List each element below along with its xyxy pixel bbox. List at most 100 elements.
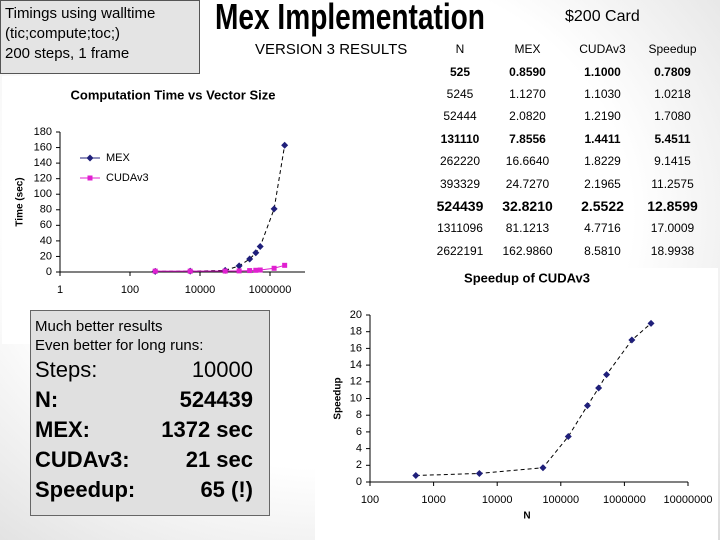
table-cell: 18.9938 [650,243,695,258]
marker [86,154,94,162]
x-tick-label: 100 [361,494,379,506]
chart-title: Speedup of CUDAv3 [464,270,590,285]
y-tick-label: 160 [34,141,52,153]
table-cell: 5.4511 [654,131,691,146]
marker [412,471,420,479]
results-table: N MEX CUDAv3 Speedup 525 0.8590 1.1000 0.7809 52… [430,38,705,262]
header-row: N MEX CUDAv3 Speedup [430,38,705,60]
y-tick-label: 10 [350,392,362,404]
x-tick-label: 10000 [185,284,216,296]
marker [235,262,243,270]
stat-value: 10000 [191,357,253,382]
marker [595,384,603,392]
table-cell: 0.8590 [509,64,546,79]
marker [252,249,260,257]
table-cell: 17.0009 [650,221,695,236]
table-row: 525 0.8590 1.1000 0.7809 [430,60,705,82]
table-cell: 524439 [436,197,484,214]
note-stat: N: 524439 [35,385,265,415]
stat-label: Steps: [35,357,98,382]
marker [236,268,242,274]
y-tick-label: 100 [34,188,52,200]
x-tick-label: 100000 [542,494,579,506]
marker [281,141,289,149]
notes-box: Much better results Even better for long … [30,310,270,516]
marker [628,336,636,344]
note-stat: CUDAv3: 21 sec [35,445,265,475]
table-cell: 8.5810 [584,243,621,258]
table-cell: 32.8210 [502,197,553,214]
marker [583,402,591,410]
x-tick-label: 1 [57,284,63,296]
y-tick-label: 2 [356,459,362,471]
marker [87,175,93,181]
marker [152,268,158,274]
column-header: Speedup [648,42,697,57]
table-cell: 5245 [446,86,474,101]
table-cell: 1.4411 [584,131,621,146]
table-row: 262220 16.6640 1.8229 9.1415 [430,150,705,172]
series-line [155,145,286,272]
table-row: 5245 1.1270 1.1030 1.0218 [430,83,705,105]
table-cell: 393329 [439,176,481,191]
marker [187,268,193,274]
x-axis-label: N [523,511,530,522]
y-tick-label: 16 [350,342,362,354]
note-stat: Speedup: 65 (!) [35,475,265,505]
table-row: 131110 7.8556 1.4411 5.4511 [430,128,705,150]
legend-label: MEX [106,152,131,164]
marker [253,267,259,273]
table-cell: 131110 [440,131,480,146]
y-axis-label: Speedup [333,377,344,419]
column-header: CUDAv3 [579,42,626,57]
y-tick-label: 20 [40,250,52,262]
table-cell: 1.2190 [584,109,621,124]
stat-label: MEX: [35,417,90,442]
table-cell: 1.7080 [654,109,691,124]
marker [256,242,264,250]
table-cell: 1.1270 [509,86,546,101]
table-cell: 162.9860 [502,243,553,258]
table-row: 524439 32.8210 2.5522 12.8599 [430,195,705,217]
y-tick-label: 80 [40,204,52,216]
marker [564,432,572,440]
y-tick-label: 8 [356,409,362,421]
marker [271,265,277,271]
table-cell: 12.8599 [647,197,698,214]
marker [475,469,483,477]
slide-title: Mex Implementation [215,0,485,37]
table-cell: 4.7716 [584,221,621,236]
subtitle: VERSION 3 RESULTS [255,41,408,58]
y-tick-label: 140 [34,157,52,169]
y-tick-label: 18 [350,326,362,338]
note-line: (tic;compute;toc;) [5,25,121,42]
x-tick-label: 1000000 [249,284,292,296]
table-row: 393329 24.7270 2.1965 11.2575 [430,172,705,194]
y-tick-label: 4 [356,443,362,455]
note-line: 200 steps, 1 frame [5,45,130,62]
x-tick-label: 1000 [421,494,445,506]
y-tick-label: 20 [350,309,362,321]
table-row: 1311096 81.1213 4.7716 17.0009 [430,217,705,239]
stat-value: 65 (!) [200,477,253,502]
marker [647,319,655,327]
note-stat: MEX: 1372 sec [35,415,265,445]
table-cell: 16.6640 [505,154,550,169]
table-cell: 52444 [443,109,477,124]
table-cell: 1.1030 [584,86,621,101]
table-cell: 1.8229 [584,154,621,169]
marker [603,371,611,379]
table-cell: 7.8556 [509,131,546,146]
y-tick-label: 40 [40,235,52,247]
marker [247,268,253,274]
x-tick-label: 10000000 [664,494,713,506]
x-tick-label: 10000 [482,494,513,506]
marker [246,255,254,263]
note-line: Timings using walltime [5,5,156,22]
column-header: MEX [514,42,541,57]
y-axis-label: Time (sec) [15,177,26,226]
table-cell: 24.7270 [505,176,550,191]
y-tick-label: 120 [34,173,52,185]
